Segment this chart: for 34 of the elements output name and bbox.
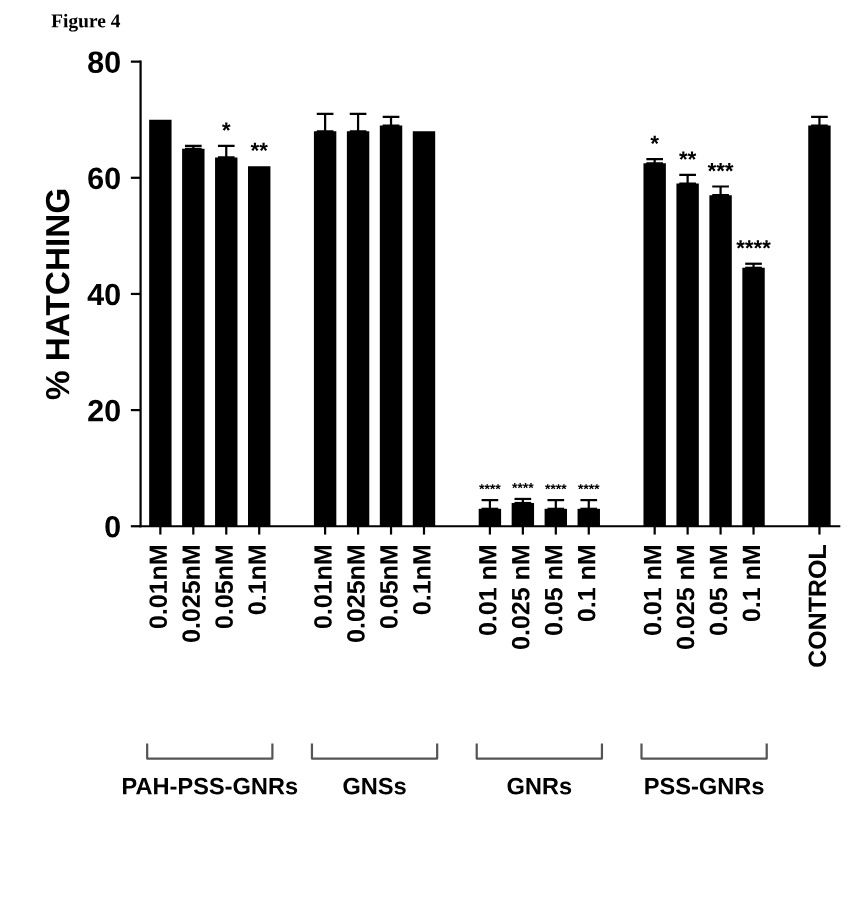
x-tick-label: 0.1 nM xyxy=(577,545,596,622)
x-tick-label: 0.1 nM xyxy=(742,545,761,622)
x-tick-label: 0.025nM xyxy=(182,545,201,642)
x-tick-label: 0.05nM xyxy=(380,545,398,629)
data-label: ** xyxy=(679,151,697,160)
y-tick-label: 60 xyxy=(88,167,120,190)
x-tick-label: 0.01 nM xyxy=(478,545,497,635)
x-tick-label: 0.025 nM xyxy=(511,545,530,649)
y-axis-title: % HATCHING xyxy=(45,189,70,400)
y-tick-label: 40 xyxy=(87,283,120,306)
text: GNSs xyxy=(343,777,406,795)
x-tick-label: 0.1nM xyxy=(248,545,266,615)
x-tick-label: 0.05 nM xyxy=(709,545,728,635)
x-tick-label: 0.01 nM xyxy=(643,545,662,635)
x-tick-label: 0.01nM xyxy=(149,545,168,629)
x-tick-label: 0.025nM xyxy=(347,545,365,642)
data-label: *** xyxy=(707,163,734,172)
x-tick-label: 0.1nM xyxy=(413,545,431,615)
x-tick-label: 0.05nM xyxy=(215,545,233,629)
data-label: **** xyxy=(736,240,771,249)
x-tick-label: CONTROL xyxy=(808,545,827,667)
text: GNRs xyxy=(507,777,572,795)
data-label: ** xyxy=(250,142,268,152)
y-tick-label: 20 xyxy=(88,399,120,422)
text: PAH-PSS-GNRs xyxy=(123,777,298,795)
x-tick-label: 0.05 nM xyxy=(544,545,563,635)
text: PSS-GNRs xyxy=(645,777,764,795)
y-tick-label: 0 xyxy=(105,515,120,538)
chart-title: Figure 4 xyxy=(51,13,121,32)
x-tick-label: 0.01nM xyxy=(314,545,332,629)
data-label: * xyxy=(650,135,659,145)
x-tick-label: 0.025 nM xyxy=(676,545,695,649)
data-label: * xyxy=(222,122,231,131)
y-tick-label: 80 xyxy=(88,51,120,74)
